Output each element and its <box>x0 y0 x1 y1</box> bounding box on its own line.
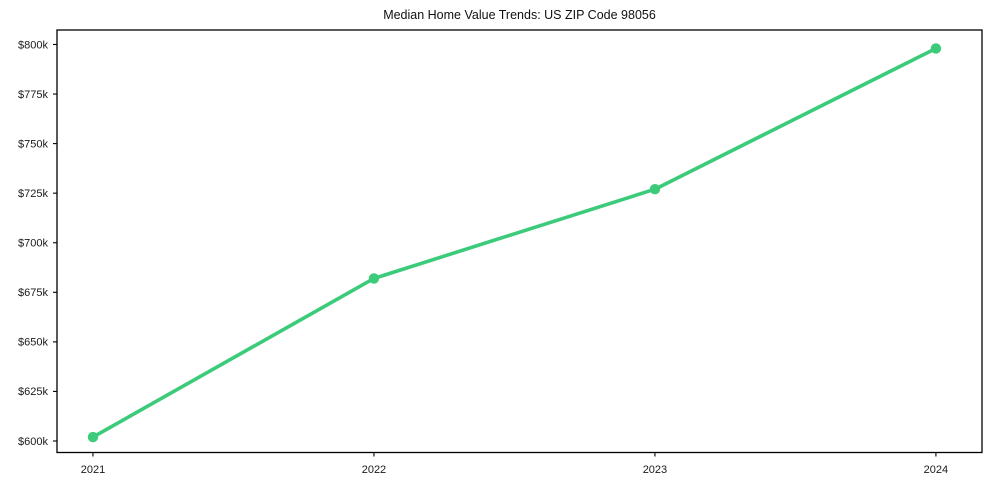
data-point-2021 <box>87 431 99 443</box>
trend-line <box>91 46 938 439</box>
chart-title: Median Home Value Trends: US ZIP Code 98… <box>383 8 656 22</box>
x-tick-label: 2024 <box>924 464 948 476</box>
x-tick-label: 2022 <box>362 464 386 476</box>
y-tick-label: $675k <box>18 287 48 299</box>
data-point-2022 <box>368 273 380 284</box>
y-tick-label: $775k <box>18 89 48 101</box>
y-tick-label: $650k <box>18 337 48 349</box>
y-tick-label: $625k <box>18 386 48 398</box>
x-tick-label: 2021 <box>81 464 105 476</box>
x-tick-label: 2023 <box>643 464 667 476</box>
y-tick-label: $750k <box>18 138 48 150</box>
y-tick-label: $800k <box>18 39 48 51</box>
data-point-2023 <box>649 184 661 195</box>
plot-border <box>56 29 983 454</box>
y-tick-label: $700k <box>18 238 48 250</box>
data-point-2024 <box>930 43 942 54</box>
y-tick-label: $725k <box>18 188 48 200</box>
y-tick-label: $600k <box>18 436 48 448</box>
